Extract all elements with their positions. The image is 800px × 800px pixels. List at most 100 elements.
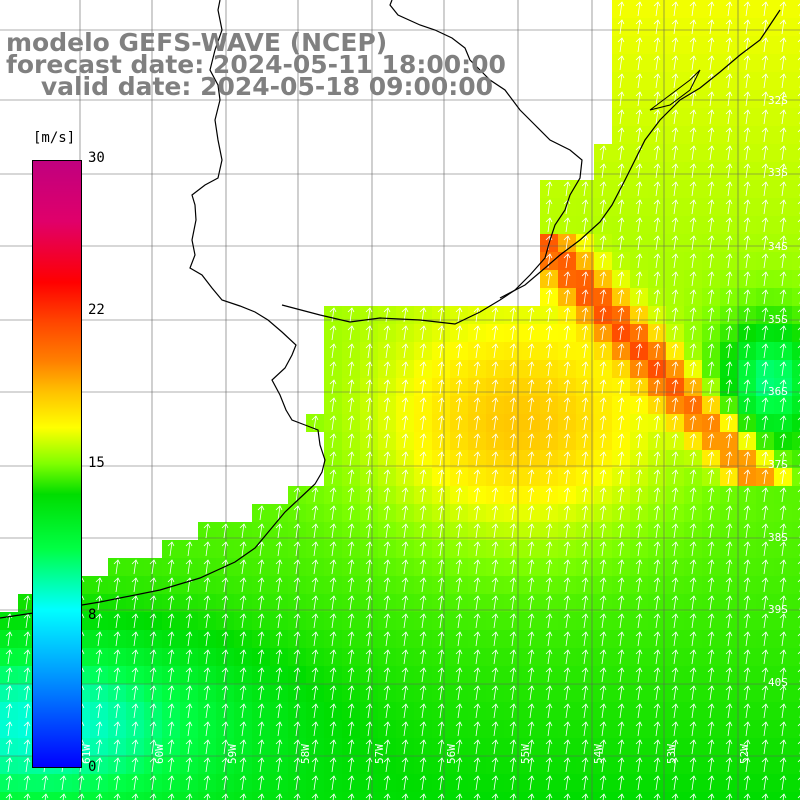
wind-arrow xyxy=(671,145,679,161)
wind-arrow xyxy=(617,775,625,791)
wind-arrow xyxy=(671,289,679,305)
wind-arrow xyxy=(347,757,355,773)
wind-arrow xyxy=(401,523,409,539)
wind-arrow xyxy=(527,613,535,629)
wind-arrow xyxy=(545,631,553,647)
wind-arrow xyxy=(671,451,679,467)
wind-arrow xyxy=(131,649,139,665)
wind-arrow xyxy=(545,325,553,341)
wind-arrow xyxy=(239,613,247,629)
wind-arrow xyxy=(491,739,499,755)
wind-speed-cell xyxy=(252,792,270,800)
wind-arrow xyxy=(617,199,625,215)
wind-arrow xyxy=(725,307,733,323)
wind-arrow xyxy=(779,721,787,737)
wind-arrow xyxy=(437,505,445,521)
wind-arrow xyxy=(239,775,247,791)
wind-speed-cell xyxy=(792,540,800,558)
wind-arrow xyxy=(635,325,643,341)
wind-arrow xyxy=(761,775,769,791)
wind-arrow xyxy=(599,613,607,629)
wind-arrow xyxy=(275,505,283,521)
wind-arrow xyxy=(599,325,607,341)
wind-arrow xyxy=(203,685,211,701)
wind-speed-cell xyxy=(792,288,800,306)
wind-arrow xyxy=(779,325,787,341)
wind-arrow xyxy=(779,271,787,287)
wind-arrow xyxy=(167,541,175,557)
wind-arrow xyxy=(383,307,391,323)
wind-arrow xyxy=(689,307,697,323)
wind-arrow xyxy=(761,397,769,413)
wind-arrow xyxy=(743,415,751,431)
wind-arrow xyxy=(743,613,751,629)
wind-arrow xyxy=(761,541,769,557)
wind-arrow xyxy=(383,325,391,341)
wind-arrow xyxy=(383,379,391,395)
wind-arrow xyxy=(203,523,211,539)
wind-arrow xyxy=(437,361,445,377)
wind-arrow xyxy=(761,505,769,521)
wind-arrow xyxy=(653,127,661,143)
wind-arrow xyxy=(635,433,643,449)
wind-arrow xyxy=(365,775,373,791)
wind-arrow xyxy=(527,703,535,719)
wind-arrow xyxy=(761,199,769,215)
longitude-label: 55W xyxy=(519,744,532,764)
wind-arrow xyxy=(257,559,265,575)
wind-arrow xyxy=(329,595,337,611)
wind-arrow xyxy=(437,559,445,575)
wind-arrow xyxy=(725,649,733,665)
wind-arrow xyxy=(239,685,247,701)
wind-arrow xyxy=(743,109,751,125)
wind-arrow xyxy=(707,163,715,179)
wind-arrow xyxy=(275,595,283,611)
wind-arrow xyxy=(689,325,697,341)
wind-arrow xyxy=(347,397,355,413)
wind-arrow xyxy=(383,793,391,800)
wind-arrow xyxy=(329,469,337,485)
wind-arrow xyxy=(671,127,679,143)
wind-arrow xyxy=(257,577,265,593)
wind-arrow xyxy=(797,309,800,322)
wind-arrow xyxy=(599,775,607,791)
wind-arrow xyxy=(563,649,571,665)
wind-arrow xyxy=(581,235,589,251)
wind-arrow xyxy=(689,541,697,557)
wind-arrow xyxy=(5,757,13,773)
wind-speed-cell xyxy=(792,684,800,702)
wind-arrow xyxy=(689,505,697,521)
wind-arrow xyxy=(59,775,67,791)
wind-speed-cell xyxy=(792,270,800,288)
wind-arrow xyxy=(5,667,13,683)
wind-arrow xyxy=(419,775,427,791)
wind-arrow xyxy=(23,649,31,665)
wind-arrow xyxy=(617,325,625,341)
wind-arrow xyxy=(491,415,499,431)
wind-arrow xyxy=(383,649,391,665)
wind-arrow xyxy=(617,181,625,197)
wind-arrow xyxy=(455,469,463,485)
wind-arrow xyxy=(329,541,337,557)
wind-arrow xyxy=(491,595,499,611)
wind-arrow xyxy=(311,559,319,575)
wind-arrow xyxy=(743,541,751,557)
wind-arrow xyxy=(473,577,481,593)
wind-arrow xyxy=(617,361,625,377)
wind-arrow xyxy=(167,595,175,611)
wind-arrow xyxy=(329,325,337,341)
wind-arrow xyxy=(671,379,679,395)
wind-arrow xyxy=(437,721,445,737)
wind-arrow xyxy=(509,667,517,683)
wind-arrow xyxy=(59,793,67,800)
latitude-label: 33S xyxy=(768,166,788,179)
wind-speed-cell xyxy=(486,792,504,800)
wind-arrow xyxy=(725,469,733,485)
wind-arrow xyxy=(383,613,391,629)
longitude-labels: 61W 60W 59W 58W 57W 56W 55W 54W 53W 52W xyxy=(80,744,751,764)
wind-arrow xyxy=(779,739,787,755)
wind-arrow xyxy=(563,361,571,377)
wind-speed-cell xyxy=(414,792,432,800)
wind-arrow xyxy=(779,253,787,269)
wind-arrow xyxy=(203,613,211,629)
